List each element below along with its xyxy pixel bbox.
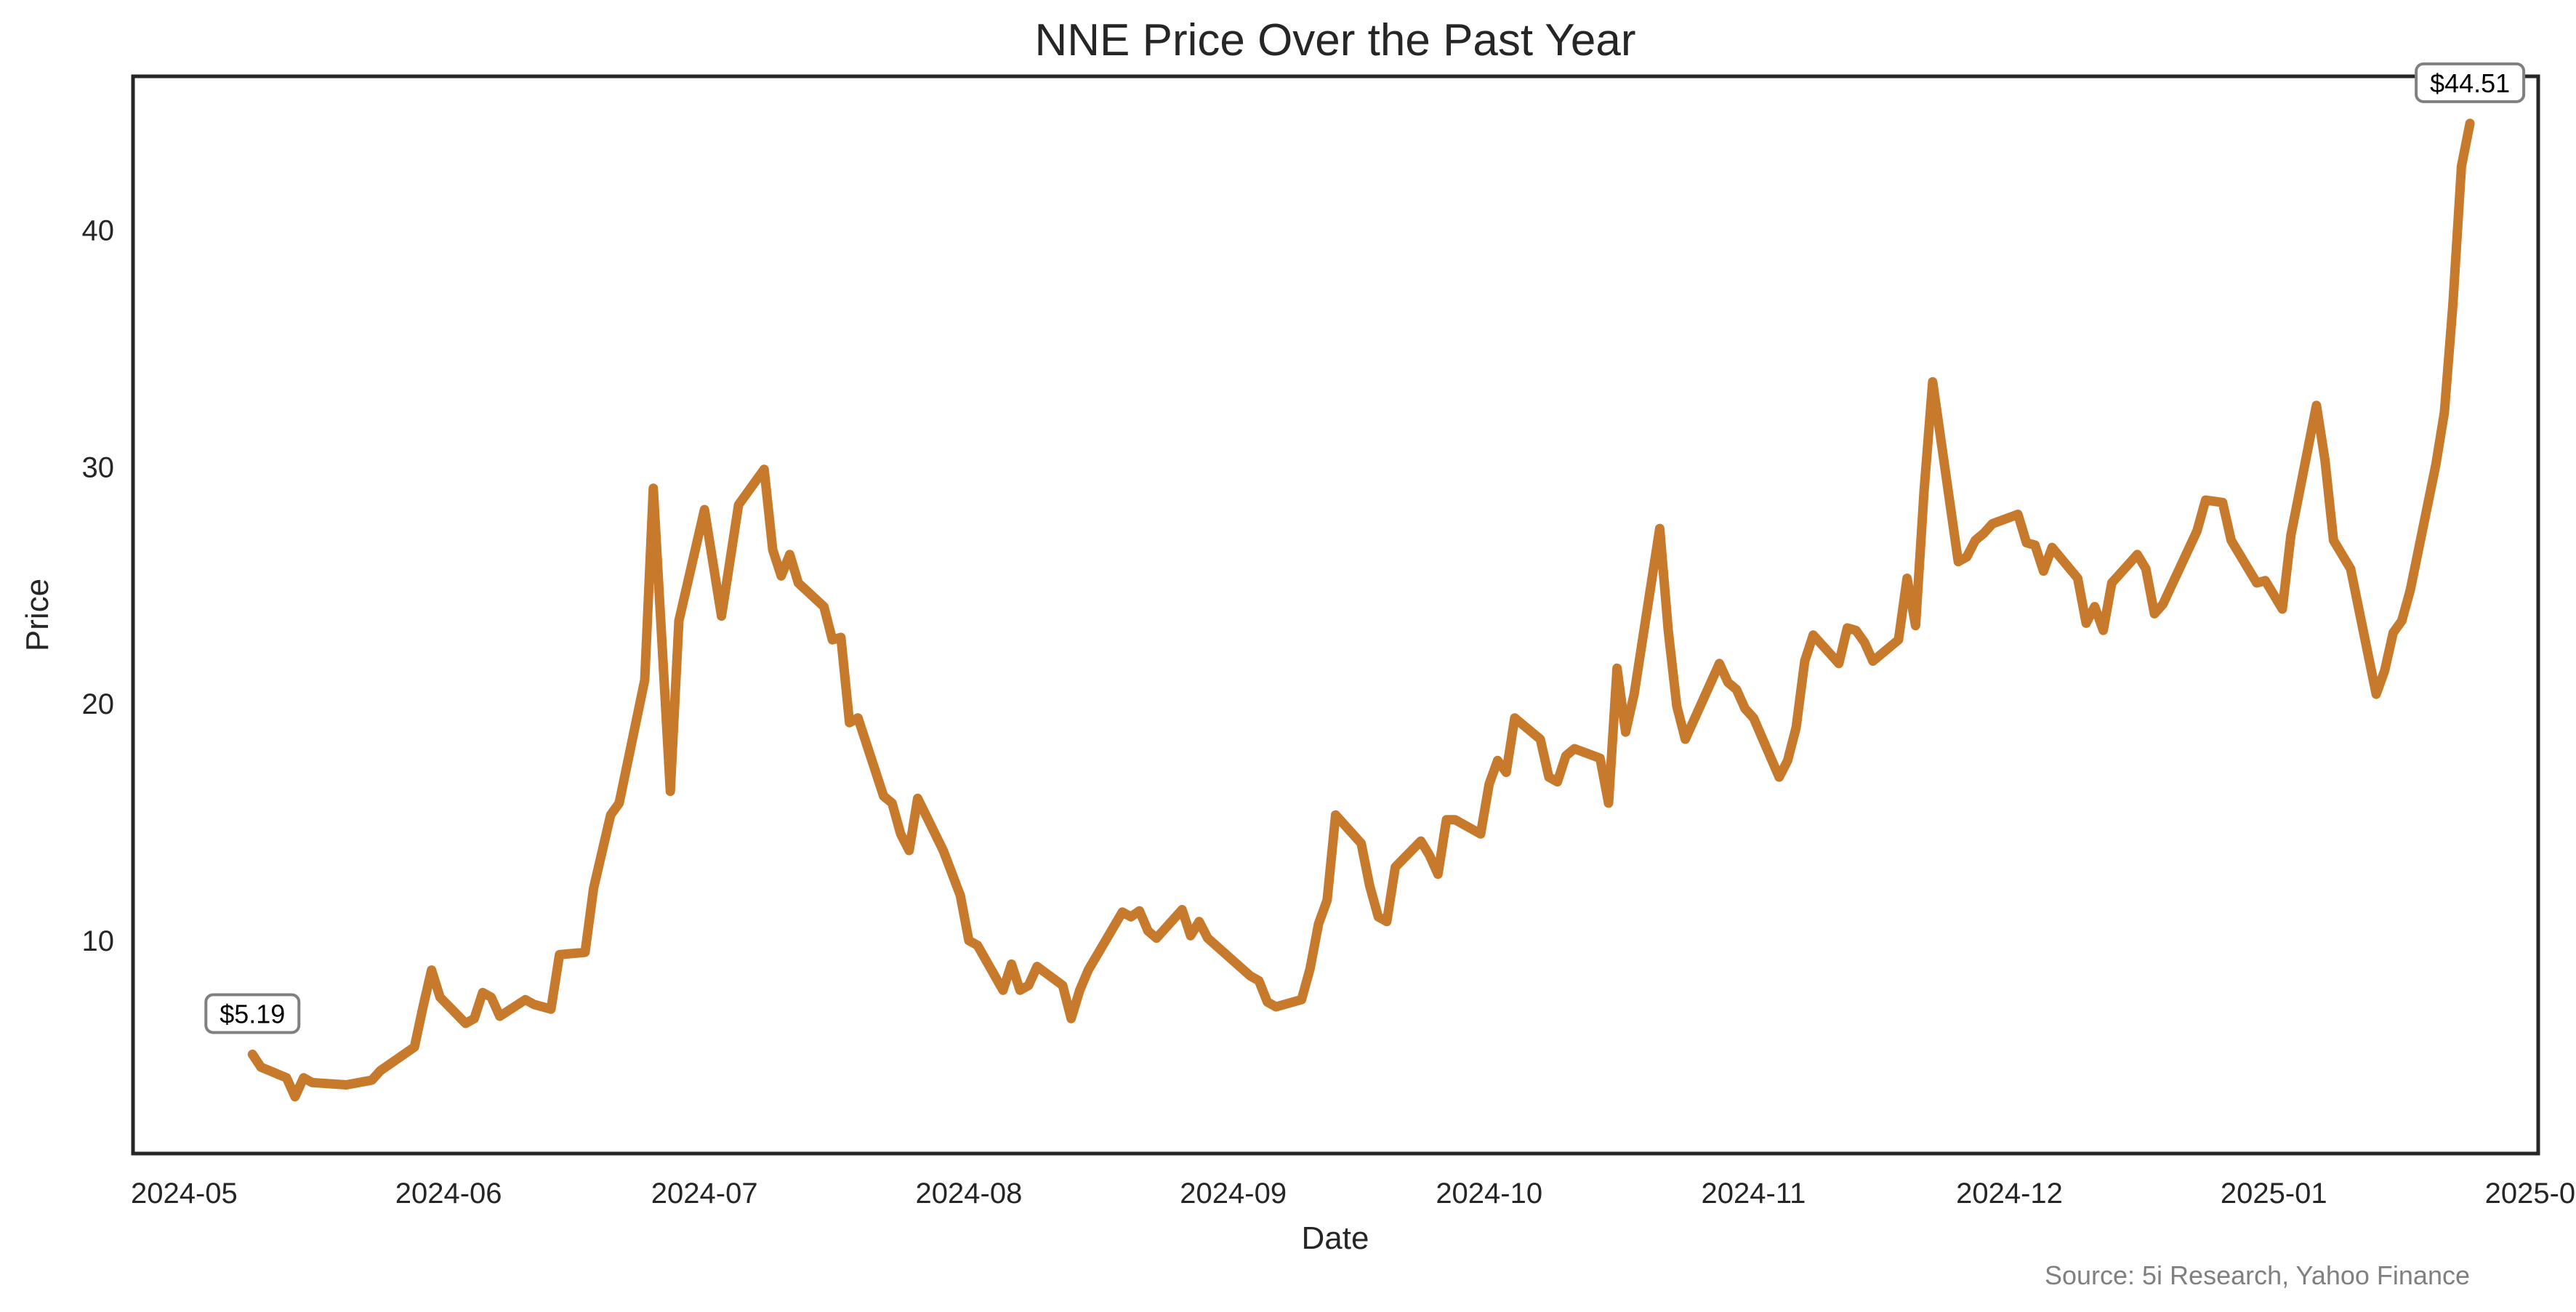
- annotation-label: $5.19: [220, 999, 285, 1029]
- chart-title: NNE Price Over the Past Year: [1034, 15, 1635, 65]
- x-tick-label: 2025-01: [2221, 1178, 2327, 1210]
- y-axis-ticks: 10 20 30 40: [82, 215, 115, 957]
- source-note: Source: 5i Research, Yahoo Finance: [2045, 1260, 2470, 1290]
- series-layer: [247, 118, 2475, 1102]
- y-tick-label: 10: [82, 925, 115, 957]
- x-tick-label: 2024-08: [916, 1178, 1023, 1210]
- x-tick-label: 2024-07: [651, 1178, 758, 1210]
- x-tick-label: 2024-05: [131, 1178, 238, 1210]
- annotations-layer: $5.19 $44.51: [204, 62, 2526, 1034]
- y-tick-label: 30: [82, 451, 115, 483]
- y-tick-label: 40: [82, 215, 115, 247]
- x-tick-label: 2024-10: [1436, 1178, 1542, 1210]
- plot-area-frame: [131, 74, 2540, 1156]
- x-axis-ticks: 2024-05 2024-06 2024-07 2024-08 2024-09 2024-…: [131, 1178, 2576, 1210]
- x-axis-label: Date: [1302, 1220, 1369, 1256]
- x-tick-label: 2024-06: [395, 1178, 502, 1210]
- x-tick-label: 2024-09: [1180, 1178, 1287, 1210]
- x-tick-label: 2025-02: [2485, 1178, 2576, 1210]
- y-axis-label: Price: [20, 579, 55, 651]
- annotation-box: [2415, 62, 2526, 103]
- x-tick-label: 2024-11: [1702, 1178, 1806, 1210]
- annotation-label: $44.51: [2430, 68, 2510, 98]
- y-tick-label: 20: [82, 688, 115, 720]
- x-tick-label: 2024-12: [1956, 1178, 2063, 1210]
- annotation-box: [204, 993, 301, 1034]
